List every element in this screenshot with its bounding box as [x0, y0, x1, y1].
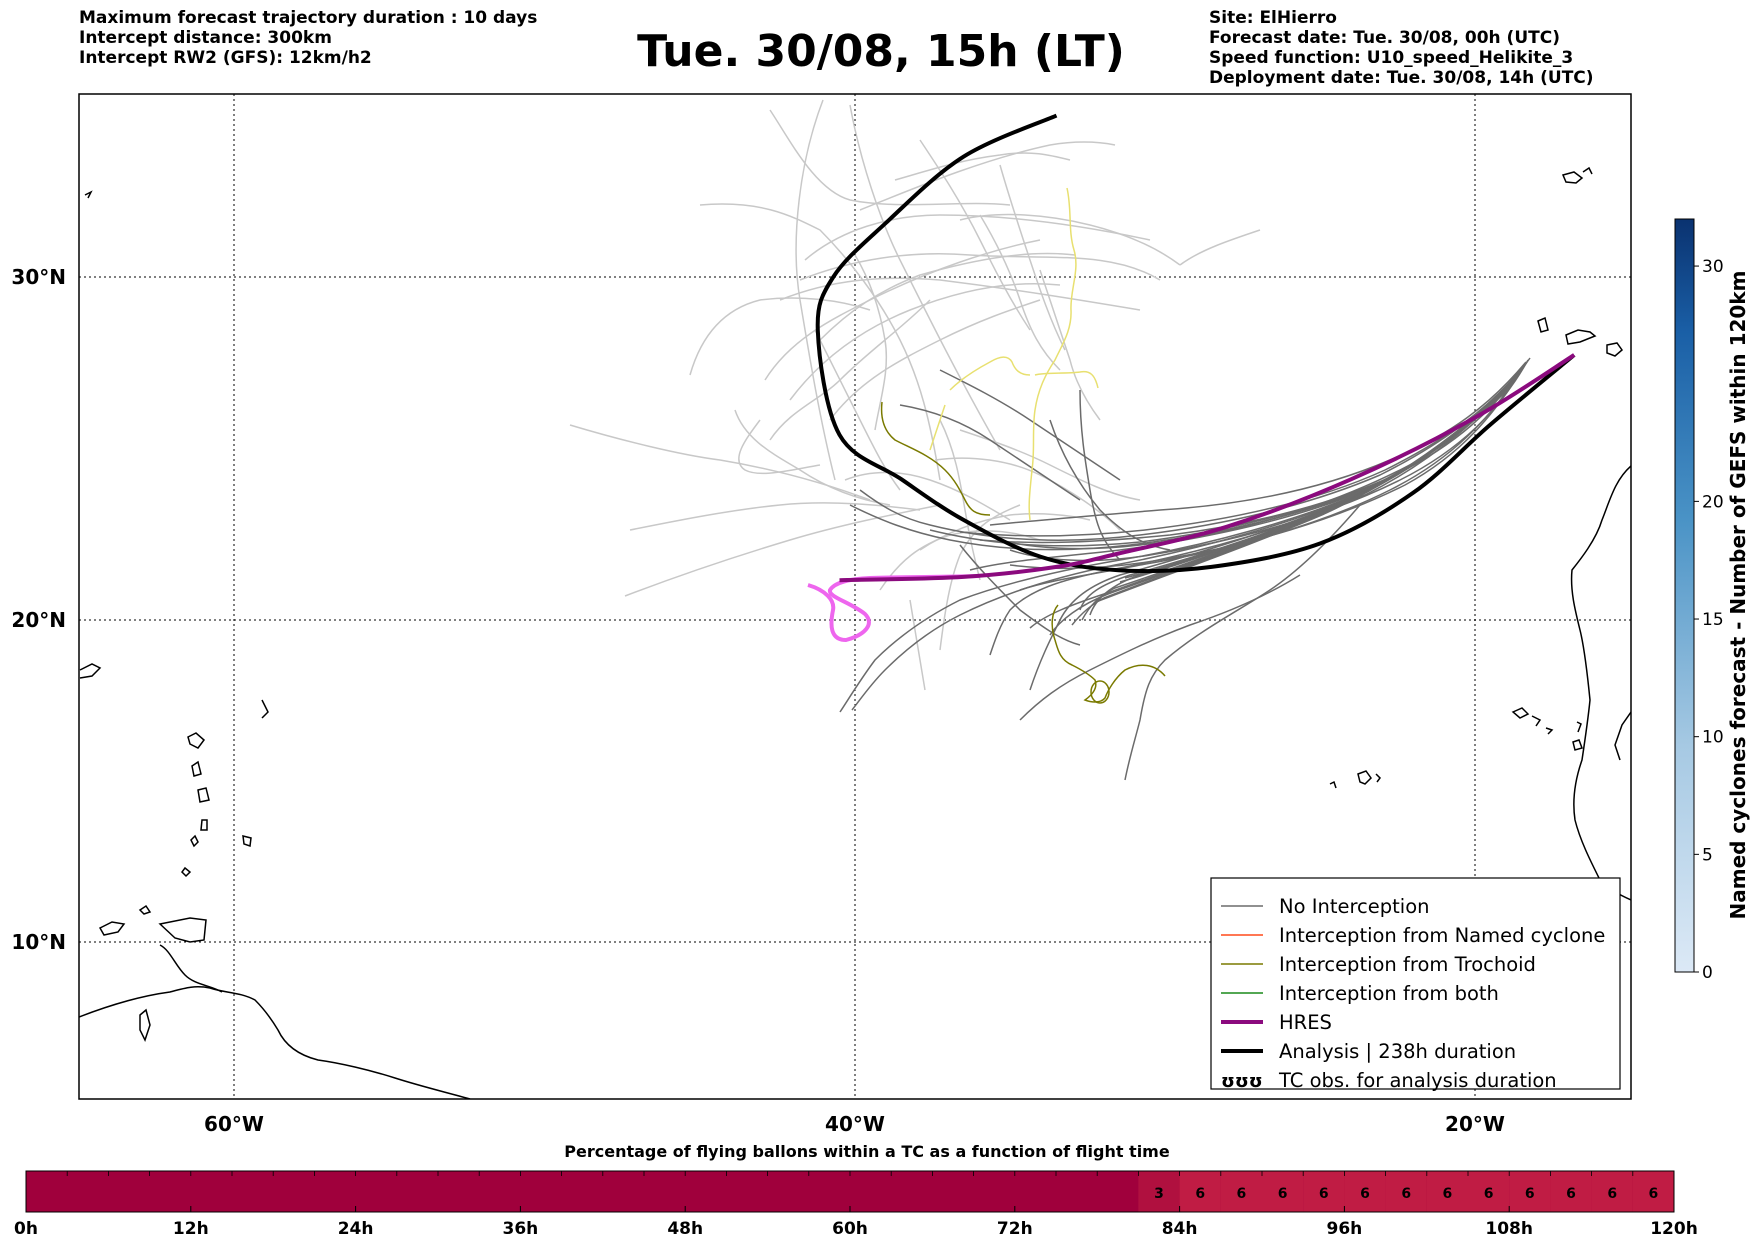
timebar-cell-label: 6: [1195, 1186, 1205, 1202]
time-bar: Percentage of flying ballons within a TC…: [14, 1142, 1698, 1239]
timebar-cell: [1220, 1171, 1262, 1212]
ensemble-trajectories: [569, 99, 1261, 691]
timebar-cell-label: 6: [1566, 1186, 1576, 1202]
timebar-tick-label: 60h: [832, 1219, 868, 1239]
lon-label-60w: 60°W: [204, 1112, 264, 1136]
intercept-rw2-text: Intercept RW2 (GFS): 12km/h2: [79, 48, 372, 68]
timebar-cell-label: 6: [1484, 1186, 1494, 1202]
legend-label: HRES: [1279, 1011, 1332, 1034]
trochoid-trajectories: [880, 401, 1166, 704]
legend-label: Interception from Named cyclone: [1279, 924, 1605, 947]
legend-item: No Interception: [1221, 895, 1430, 918]
forecast-date-text: Forecast date: Tue. 30/08, 00h (UTC): [1209, 28, 1560, 48]
legend-label: TC obs. for analysis duration: [1278, 1069, 1557, 1092]
timebar-cell-label: 6: [1607, 1186, 1617, 1202]
header-left-info: Maximum forecast trajectory duration : 1…: [79, 8, 537, 68]
speed-function-text: Speed function: U10_speed_Helikite_3: [1209, 48, 1574, 68]
timebar-cell: [1509, 1171, 1551, 1212]
legend-label: Analysis | 238h duration: [1279, 1040, 1516, 1063]
timebar-cell: [1426, 1171, 1468, 1212]
legend-item: Interception from Named cyclone: [1221, 924, 1605, 947]
colorbar-tick-label: 5: [1702, 845, 1713, 865]
map-frame: [78, 93, 1632, 1100]
timebar-cell-label: 6: [1237, 1186, 1247, 1202]
legend-item: Analysis | 238h duration: [1221, 1040, 1516, 1063]
timebar-tick-label: 0h: [14, 1219, 38, 1239]
colorbar-tick-label: 15: [1702, 610, 1724, 630]
timebar-tick-label: 96h: [1327, 1219, 1363, 1239]
timebar-cell-label: 6: [1649, 1186, 1659, 1202]
colorbar-tick-label: 0: [1702, 963, 1713, 983]
lat-label-20n: 20°N: [11, 608, 66, 632]
legend-tc-obs-symbol: ʊʊʊ: [1221, 1071, 1263, 1092]
timebar-tick-label: 36h: [503, 1219, 539, 1239]
legend-box: [1210, 877, 1621, 1090]
timebar-tick-label: 48h: [667, 1219, 703, 1239]
chart-title: Tue. 30/08, 15h (LT): [637, 26, 1125, 77]
lat-axis-labels: 30°N 20°N 10°N: [11, 265, 66, 954]
legend: No Interception Interception from Named c…: [1210, 877, 1621, 1092]
timebar-cell: [1591, 1171, 1633, 1212]
legend-label: No Interception: [1279, 895, 1430, 918]
timebar-cell: [1632, 1171, 1674, 1212]
map-area: [79, 94, 1631, 1099]
colorbar-tick-label: 30: [1702, 257, 1724, 277]
header-right-info: Site: ElHierro Forecast date: Tue. 30/08…: [1209, 8, 1594, 88]
timebar-cell-label: 6: [1401, 1186, 1411, 1202]
intercept-distance-text: Intercept distance: 300km: [79, 28, 332, 48]
lat-label-30n: 30°N: [11, 265, 66, 289]
timebar-cell: [1179, 1171, 1221, 1212]
timebar-cell: [1468, 1171, 1510, 1212]
colorbar-tick-label: 10: [1702, 728, 1724, 748]
yellow-track: [929, 187, 1099, 521]
max-duration-text: Maximum forecast trajectory duration : 1…: [79, 8, 538, 28]
colorbar-label: Named cyclones forecast - Number of GEFS…: [1726, 271, 1750, 920]
timebar-cell-label: 6: [1525, 1186, 1535, 1202]
legend-item: HRES: [1221, 1011, 1332, 1034]
timebar-cell-label: 6: [1319, 1186, 1329, 1202]
legend-item: ʊʊʊ TC obs. for analysis duration: [1221, 1069, 1557, 1092]
timebar-cell-label: 6: [1278, 1186, 1288, 1202]
hres-track: [839, 353, 1576, 583]
legend-label: Interception from both: [1279, 982, 1499, 1005]
analysis-track: [815, 113, 1576, 574]
deployment-date-text: Deployment date: Tue. 30/08, 14h (UTC): [1209, 68, 1594, 88]
legend-item: Interception from Trochoid: [1221, 953, 1536, 976]
timebar-cell: [1303, 1171, 1345, 1212]
coastlines: [79, 166, 1631, 1099]
map-gridlines: [79, 94, 1631, 1099]
timebar-tick-label: 84h: [1162, 1219, 1198, 1239]
timebar-cell-label: 3: [1154, 1186, 1164, 1202]
timebar-cell: [1262, 1171, 1304, 1212]
legend-label: Interception from Trochoid: [1279, 953, 1536, 976]
legend-item: Interception from both: [1221, 982, 1499, 1005]
colorbar-tick-label: 20: [1702, 492, 1724, 512]
timebar-tick-label: 24h: [338, 1219, 374, 1239]
lon-axis-labels: 60°W 40°W 20°W: [204, 1112, 1505, 1136]
timebar-tick-label: 72h: [997, 1219, 1033, 1239]
site-text: Site: ElHierro: [1209, 8, 1337, 28]
timebar-cell-label: 6: [1443, 1186, 1453, 1202]
timebar-cell-label: 6: [1360, 1186, 1370, 1202]
timebar-title: Percentage of flying ballons within a TC…: [564, 1142, 1170, 1161]
colorbar: 0 5 10 15 20 30 Named cyclones forecast - Num…: [1674, 218, 1750, 983]
timebar-cell: [1550, 1171, 1592, 1212]
lat-label-10n: 10°N: [11, 930, 66, 954]
lon-label-20w: 20°W: [1445, 1112, 1505, 1136]
colorbar-gradient: [1674, 218, 1695, 973]
timebar-cell: [1138, 1171, 1180, 1212]
lon-label-40w: 40°W: [825, 1112, 885, 1136]
timebar-tick-label: 120h: [1650, 1219, 1698, 1239]
timebar-tick-label: 12h: [173, 1219, 209, 1239]
hres-extension-track: [807, 574, 981, 643]
timebar-cell: [1344, 1171, 1386, 1212]
timebar-tick-label: 108h: [1485, 1219, 1533, 1239]
timebar-cell: [1385, 1171, 1427, 1212]
